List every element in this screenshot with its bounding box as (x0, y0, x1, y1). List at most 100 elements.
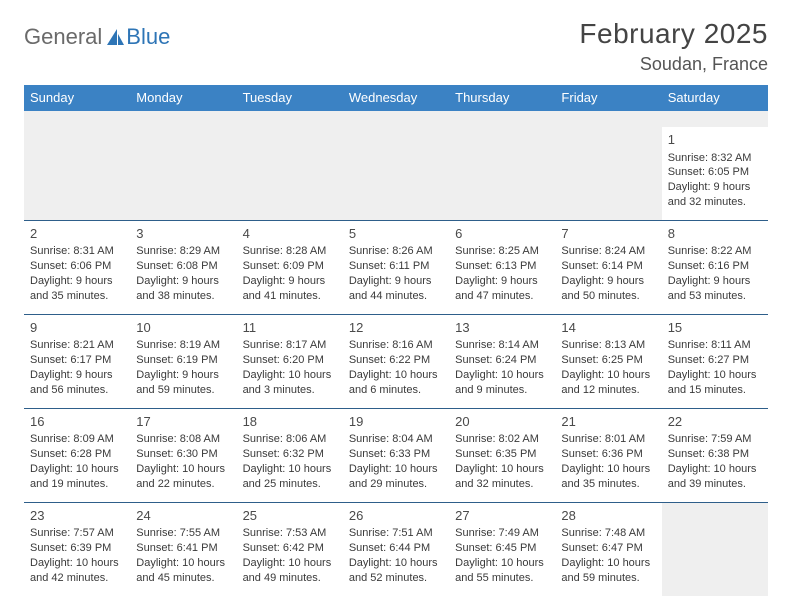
daylight-text: Daylight: 9 hours (561, 274, 655, 289)
daylight-text: Daylight: 10 hours (455, 462, 549, 477)
daylight-text: and 32 minutes. (668, 195, 762, 210)
dow-thursday: Thursday (449, 85, 555, 111)
sunset-text: Sunset: 6:24 PM (455, 353, 549, 368)
daylight-text: Daylight: 10 hours (349, 368, 443, 383)
sunset-text: Sunset: 6:36 PM (561, 447, 655, 462)
daylight-text: and 39 minutes. (668, 477, 762, 492)
day-number: 2 (30, 225, 124, 243)
daylight-text: Daylight: 10 hours (136, 462, 230, 477)
sunrise-text: Sunrise: 7:49 AM (455, 526, 549, 541)
day-cell: 19Sunrise: 8:04 AMSunset: 6:33 PMDayligh… (343, 409, 449, 502)
daylight-text: Daylight: 9 hours (349, 274, 443, 289)
day-cell: 27Sunrise: 7:49 AMSunset: 6:45 PMDayligh… (449, 503, 555, 596)
day-cell (662, 503, 768, 596)
sunrise-text: Sunrise: 7:59 AM (668, 432, 762, 447)
day-cell: 3Sunrise: 8:29 AMSunset: 6:08 PMDaylight… (130, 221, 236, 314)
daylight-text: and 25 minutes. (243, 477, 337, 492)
day-cell: 18Sunrise: 8:06 AMSunset: 6:32 PMDayligh… (237, 409, 343, 502)
sunrise-text: Sunrise: 7:48 AM (561, 526, 655, 541)
sunrise-text: Sunrise: 8:19 AM (136, 338, 230, 353)
day-number: 12 (349, 319, 443, 337)
sunrise-text: Sunrise: 7:57 AM (30, 526, 124, 541)
sunset-text: Sunset: 6:09 PM (243, 259, 337, 274)
day-number: 25 (243, 507, 337, 525)
sunrise-text: Sunrise: 7:53 AM (243, 526, 337, 541)
dow-tuesday: Tuesday (237, 85, 343, 111)
day-cell: 10Sunrise: 8:19 AMSunset: 6:19 PMDayligh… (130, 315, 236, 408)
sunset-text: Sunset: 6:44 PM (349, 541, 443, 556)
brand-logo: General Blue (24, 18, 170, 50)
day-number: 27 (455, 507, 549, 525)
daylight-text: and 42 minutes. (30, 571, 124, 586)
day-cell: 5Sunrise: 8:26 AMSunset: 6:11 PMDaylight… (343, 221, 449, 314)
sunrise-text: Sunrise: 8:29 AM (136, 244, 230, 259)
day-cell: 9Sunrise: 8:21 AMSunset: 6:17 PMDaylight… (24, 315, 130, 408)
sunrise-text: Sunrise: 8:04 AM (349, 432, 443, 447)
day-cell: 26Sunrise: 7:51 AMSunset: 6:44 PMDayligh… (343, 503, 449, 596)
sunrise-text: Sunrise: 8:26 AM (349, 244, 443, 259)
day-cell: 2Sunrise: 8:31 AMSunset: 6:06 PMDaylight… (24, 221, 130, 314)
sunset-text: Sunset: 6:11 PM (349, 259, 443, 274)
daylight-text: and 22 minutes. (136, 477, 230, 492)
daylight-text: Daylight: 10 hours (455, 556, 549, 571)
dow-friday: Friday (555, 85, 661, 111)
day-number: 11 (243, 319, 337, 337)
daylight-text: Daylight: 10 hours (349, 462, 443, 477)
month-title: February 2025 (579, 18, 768, 50)
day-cell: 20Sunrise: 8:02 AMSunset: 6:35 PMDayligh… (449, 409, 555, 502)
sunset-text: Sunset: 6:20 PM (243, 353, 337, 368)
daylight-text: Daylight: 10 hours (561, 368, 655, 383)
sunrise-text: Sunrise: 8:22 AM (668, 244, 762, 259)
daylight-text: Daylight: 9 hours (30, 368, 124, 383)
dow-header-row: Sunday Monday Tuesday Wednesday Thursday… (24, 85, 768, 111)
day-cell (449, 127, 555, 220)
daylight-text: and 35 minutes. (30, 289, 124, 304)
week-row: 1Sunrise: 8:32 AMSunset: 6:05 PMDaylight… (24, 127, 768, 220)
dow-sunday: Sunday (24, 85, 130, 111)
sunset-text: Sunset: 6:30 PM (136, 447, 230, 462)
spacer-row (24, 111, 768, 127)
day-cell: 24Sunrise: 7:55 AMSunset: 6:41 PMDayligh… (130, 503, 236, 596)
day-number: 9 (30, 319, 124, 337)
sunrise-text: Sunrise: 8:21 AM (30, 338, 124, 353)
day-number: 7 (561, 225, 655, 243)
sunset-text: Sunset: 6:47 PM (561, 541, 655, 556)
day-number: 14 (561, 319, 655, 337)
sunset-text: Sunset: 6:42 PM (243, 541, 337, 556)
day-cell: 8Sunrise: 8:22 AMSunset: 6:16 PMDaylight… (662, 221, 768, 314)
daylight-text: and 50 minutes. (561, 289, 655, 304)
day-number: 17 (136, 413, 230, 431)
title-block: February 2025 Soudan, France (579, 18, 768, 75)
sunrise-text: Sunrise: 8:16 AM (349, 338, 443, 353)
daylight-text: Daylight: 9 hours (30, 274, 124, 289)
day-number: 16 (30, 413, 124, 431)
sunrise-text: Sunrise: 8:01 AM (561, 432, 655, 447)
sunrise-text: Sunrise: 8:28 AM (243, 244, 337, 259)
sunrise-text: Sunrise: 8:11 AM (668, 338, 762, 353)
day-cell: 25Sunrise: 7:53 AMSunset: 6:42 PMDayligh… (237, 503, 343, 596)
daylight-text: Daylight: 10 hours (243, 462, 337, 477)
day-number: 5 (349, 225, 443, 243)
sunset-text: Sunset: 6:33 PM (349, 447, 443, 462)
day-cell: 1Sunrise: 8:32 AMSunset: 6:05 PMDaylight… (662, 127, 768, 220)
day-cell (555, 127, 661, 220)
day-number: 21 (561, 413, 655, 431)
day-number: 18 (243, 413, 337, 431)
daylight-text: Daylight: 9 hours (136, 274, 230, 289)
sunset-text: Sunset: 6:41 PM (136, 541, 230, 556)
week-row: 23Sunrise: 7:57 AMSunset: 6:39 PMDayligh… (24, 502, 768, 596)
day-number: 15 (668, 319, 762, 337)
sunset-text: Sunset: 6:13 PM (455, 259, 549, 274)
daylight-text: Daylight: 9 hours (455, 274, 549, 289)
daylight-text: Daylight: 10 hours (455, 368, 549, 383)
daylight-text: Daylight: 9 hours (668, 180, 762, 195)
day-number: 13 (455, 319, 549, 337)
day-cell: 22Sunrise: 7:59 AMSunset: 6:38 PMDayligh… (662, 409, 768, 502)
sunrise-text: Sunrise: 8:08 AM (136, 432, 230, 447)
daylight-text: Daylight: 10 hours (243, 368, 337, 383)
daylight-text: and 55 minutes. (455, 571, 549, 586)
sunset-text: Sunset: 6:22 PM (349, 353, 443, 368)
day-number: 23 (30, 507, 124, 525)
day-number: 26 (349, 507, 443, 525)
day-cell: 7Sunrise: 8:24 AMSunset: 6:14 PMDaylight… (555, 221, 661, 314)
